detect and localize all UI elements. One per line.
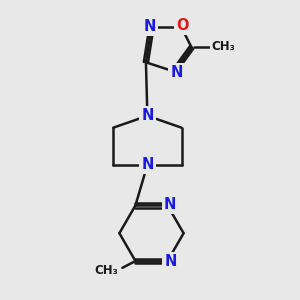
Text: N: N [164,197,176,212]
Text: O: O [176,18,188,33]
Text: N: N [141,108,154,123]
Text: CH₃: CH₃ [95,264,118,277]
Text: N: N [170,64,183,80]
Text: N: N [144,19,156,34]
Text: N: N [141,158,154,172]
Text: CH₃: CH₃ [212,40,235,53]
Text: N: N [164,254,177,269]
